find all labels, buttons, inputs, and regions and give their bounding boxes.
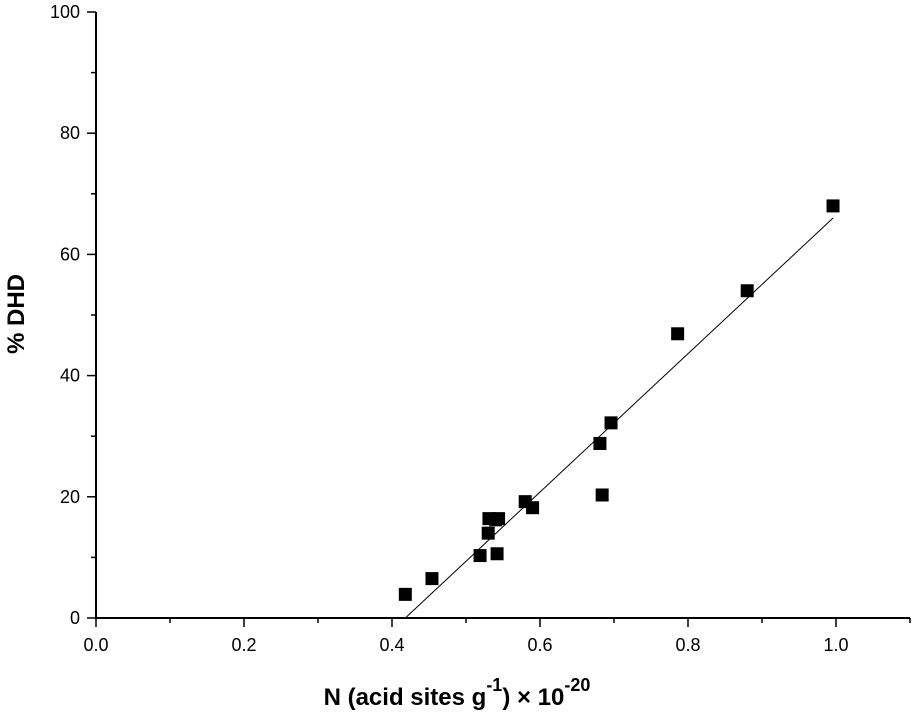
data-point bbox=[826, 199, 840, 213]
data-point bbox=[595, 488, 609, 502]
data-point bbox=[593, 436, 607, 450]
x-tick-label: 0.4 bbox=[379, 635, 404, 655]
x-axis-title: N (acid sites g-1) × 10-20 bbox=[324, 675, 591, 711]
fit-line-group bbox=[404, 217, 834, 619]
x-axis-title-sup2: -20 bbox=[564, 675, 590, 695]
data-point bbox=[526, 501, 540, 515]
data-point bbox=[473, 549, 487, 563]
y-axis-title: % DHD bbox=[3, 274, 30, 354]
y-tick-label: 80 bbox=[60, 123, 80, 143]
y-tick-label: 100 bbox=[50, 2, 80, 22]
x-tick-label: 0.0 bbox=[83, 635, 108, 655]
y-tick-label: 20 bbox=[60, 487, 80, 507]
data-point bbox=[425, 572, 439, 586]
data-point bbox=[671, 327, 685, 341]
data-point bbox=[492, 512, 506, 526]
data-points bbox=[398, 199, 840, 601]
y-tick-label: 0 bbox=[70, 608, 80, 628]
y-tick-label: 40 bbox=[60, 366, 80, 386]
x-axis-title-sup1: -1 bbox=[486, 675, 502, 695]
y-tick-label: 60 bbox=[60, 244, 80, 264]
x-tick-label: 0.8 bbox=[675, 635, 700, 655]
x-axis-ticks: 0.0 0.2 0.4 0.6 0.8 1.0 bbox=[83, 618, 911, 655]
fit-line bbox=[404, 217, 834, 619]
data-point bbox=[490, 547, 504, 561]
data-point bbox=[604, 416, 618, 430]
x-axis-title-main: N (acid sites g bbox=[324, 684, 487, 711]
x-tick-label: 1.0 bbox=[823, 635, 848, 655]
data-point bbox=[481, 526, 495, 540]
x-tick-label: 0.6 bbox=[527, 635, 552, 655]
x-axis-title-mid: ) × 10 bbox=[502, 684, 564, 711]
x-tick-label: 0.2 bbox=[231, 635, 256, 655]
data-point bbox=[398, 587, 412, 601]
data-point bbox=[740, 284, 754, 298]
y-axis-ticks: 0 20 40 60 80 100 bbox=[50, 2, 96, 628]
